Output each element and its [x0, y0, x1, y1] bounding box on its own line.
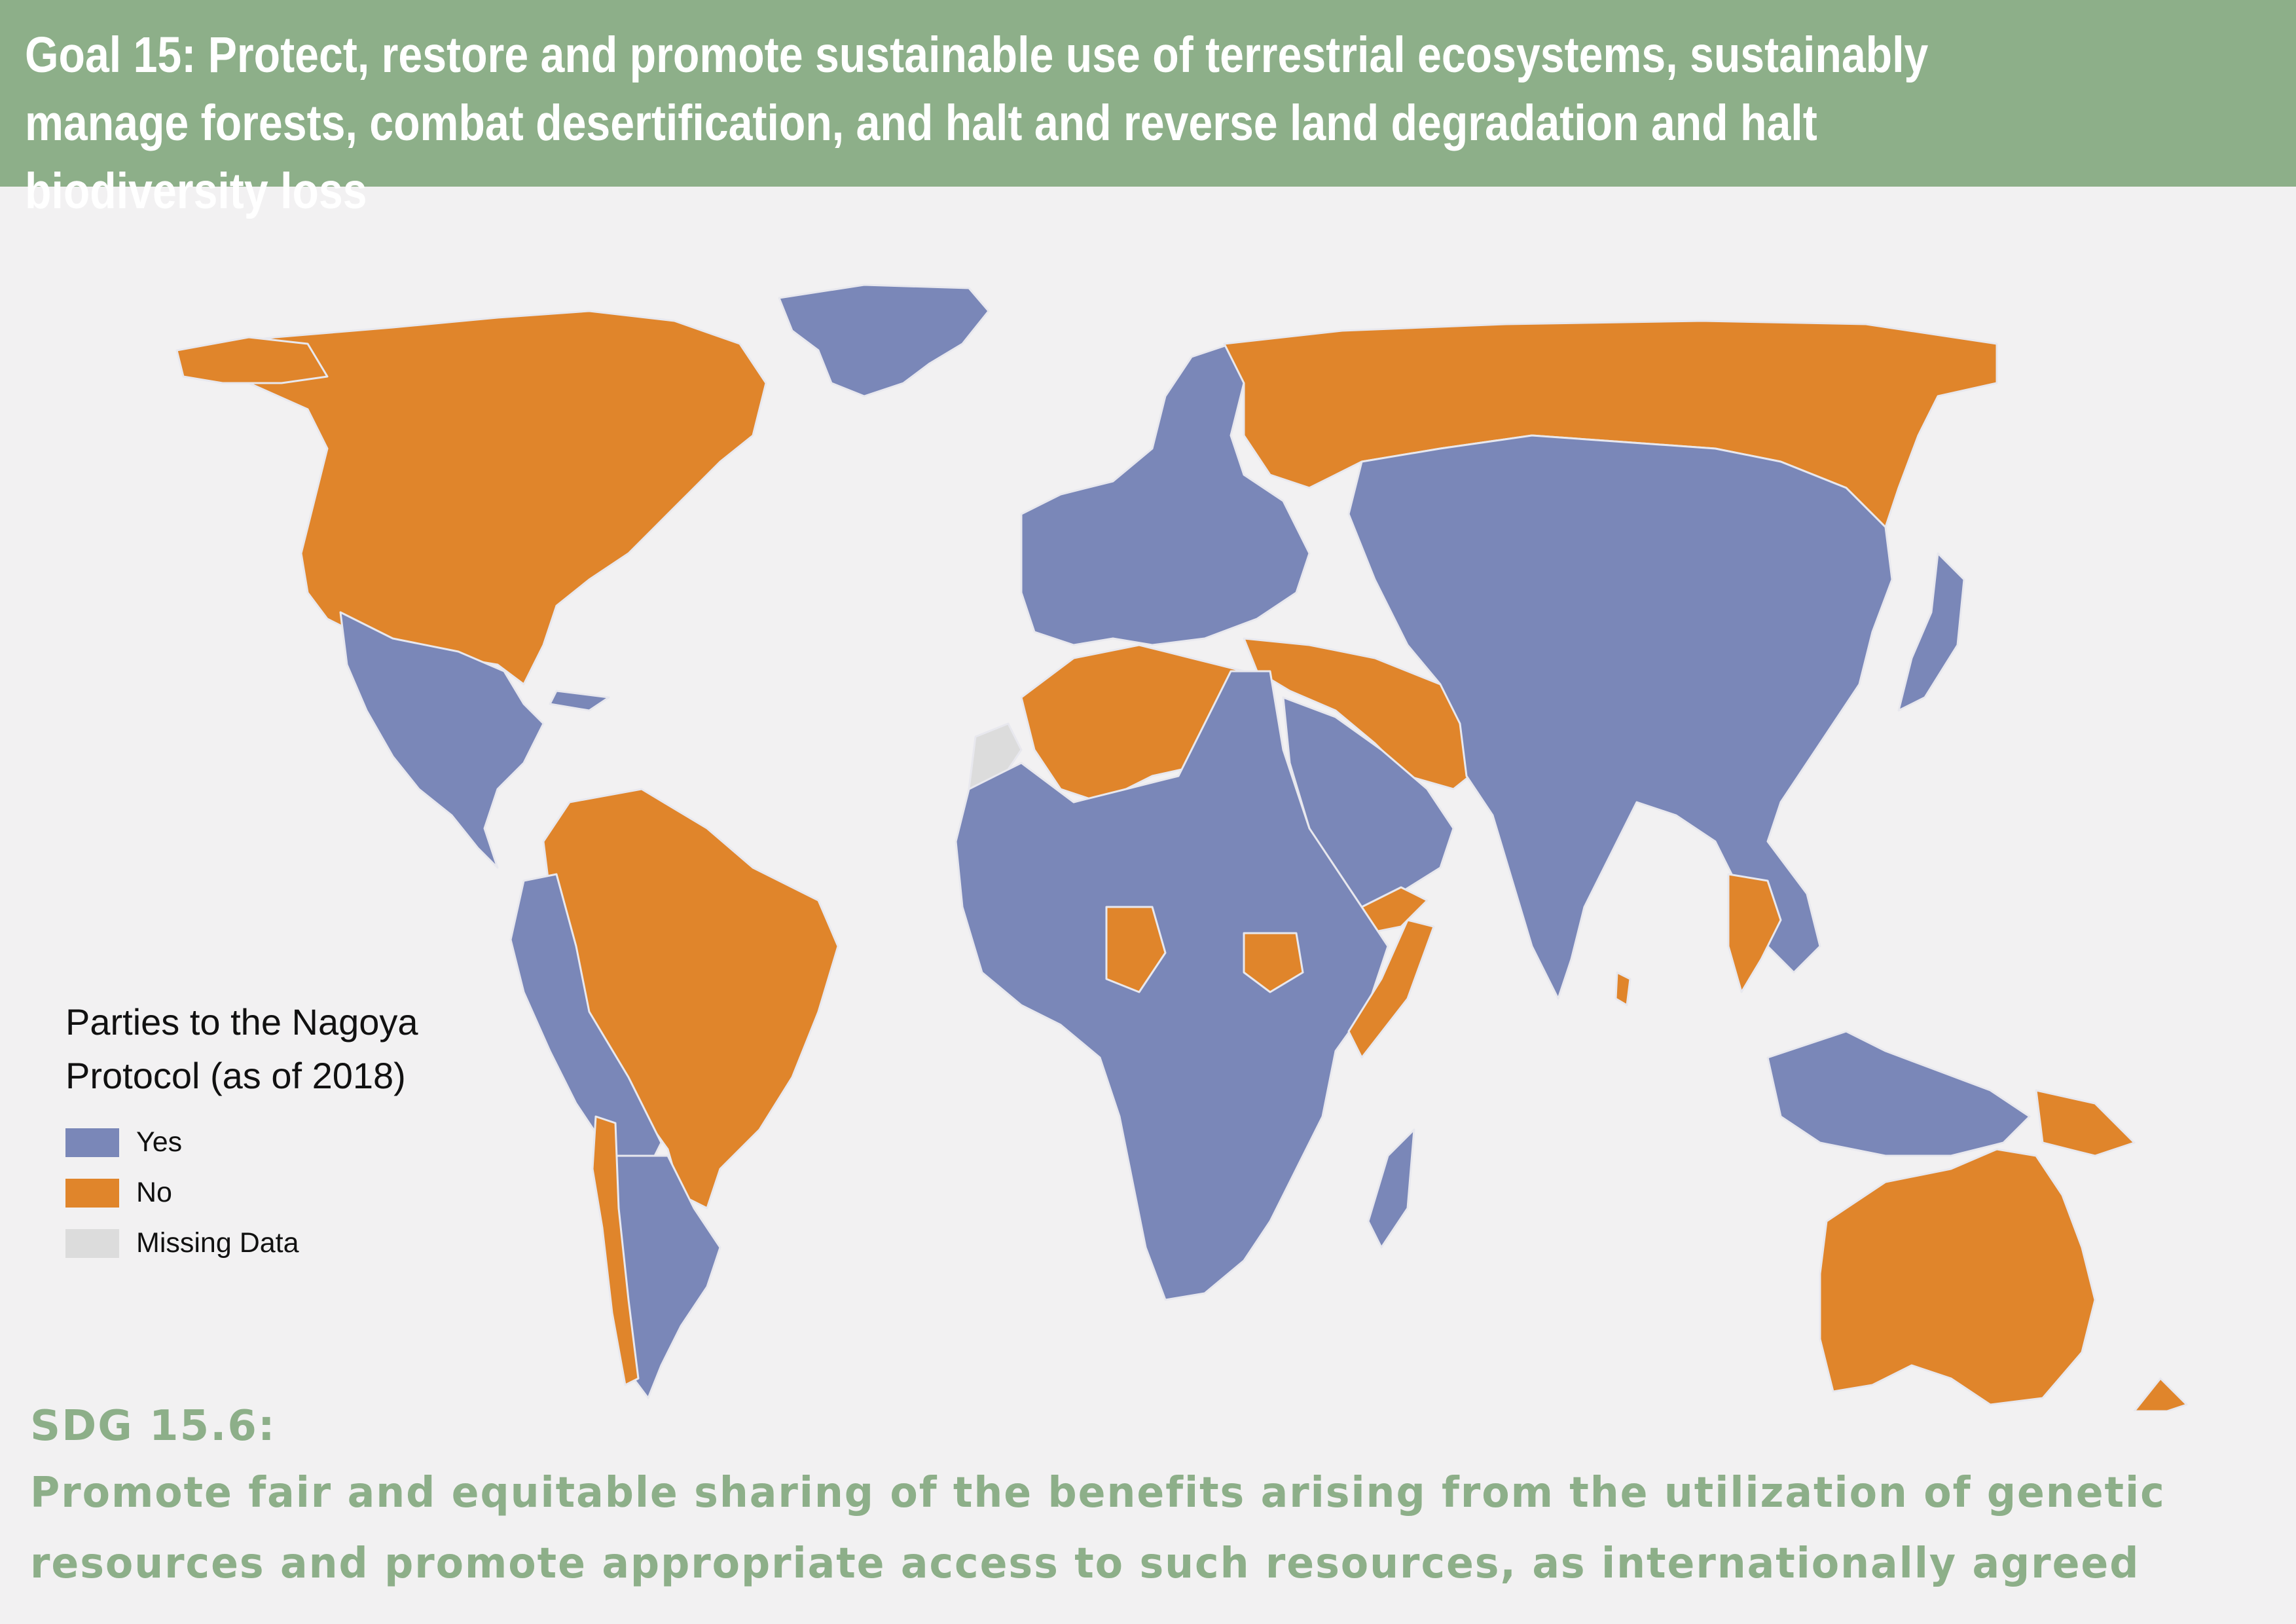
madagascar [1367, 1128, 1415, 1249]
papua-new-guinea [2035, 1089, 2136, 1157]
target-text-line1: Promote fair and equitable sharing of th… [30, 1469, 2166, 1517]
somalia [1347, 919, 1435, 1059]
indonesia [1766, 1030, 2031, 1157]
iran-iraq [1243, 637, 1487, 790]
legend-items: Yes No Missing Data [65, 1117, 484, 1268]
legend-label-yes: Yes [136, 1126, 183, 1158]
mexico-central-america [339, 611, 545, 869]
legend-swatch-yes [65, 1128, 119, 1157]
header-banner: Goal 15: Protect, restore and promote su… [0, 0, 2296, 219]
sri-lanka [1614, 971, 1631, 1006]
legend-item-missing: Missing Data [65, 1218, 484, 1268]
legend-swatch-no [65, 1178, 119, 1208]
legend-label-no: No [136, 1177, 172, 1208]
japan [1897, 552, 1965, 712]
target-heading: SDG 15.6: [30, 1402, 276, 1450]
australia [1819, 1148, 2096, 1406]
europe [1020, 342, 1311, 646]
north-america [175, 310, 767, 686]
goal-title: Goal 15: Protect, restore and promote su… [25, 27, 1929, 219]
sub-saharan-africa [955, 670, 1389, 1301]
south-sudan [1243, 932, 1304, 993]
world-map [0, 187, 2296, 1411]
map-legend: Parties to the Nagoya Protocol (as of 20… [65, 995, 484, 1268]
alaska [175, 336, 329, 384]
legend-label-missing: Missing Data [136, 1227, 299, 1259]
chile [591, 1115, 640, 1386]
thailand [1727, 873, 1782, 993]
legend-title-line1: Parties to the Nagoya [65, 1001, 418, 1043]
new-zealand [2133, 1377, 2188, 1411]
legend-swatch-missing [65, 1228, 119, 1258]
greenland [778, 284, 990, 397]
target-text-line2: resources and promote appropriate access… [30, 1540, 2140, 1588]
nigeria [1105, 906, 1167, 993]
caribbean [549, 690, 610, 712]
legend-title-line2: Protocol (as of 2018) [65, 1055, 406, 1096]
legend-item-yes: Yes [65, 1117, 484, 1168]
footer-target: SDG 15.6: Promote fair and equitable sha… [30, 1395, 2276, 1599]
legend-item-no: No [65, 1168, 484, 1218]
